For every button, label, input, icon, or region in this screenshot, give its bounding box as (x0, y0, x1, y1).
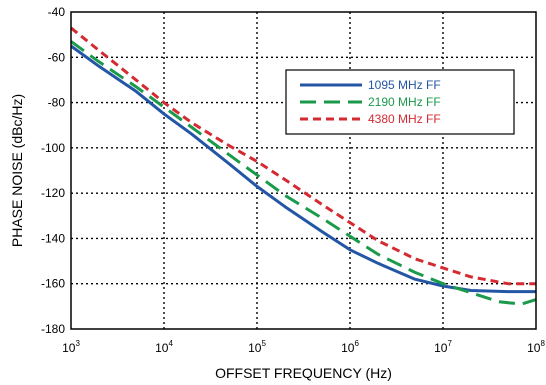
y-tick-label: -120 (41, 186, 65, 200)
y-tick-label: -80 (48, 96, 66, 110)
grid (71, 12, 536, 329)
y-tick-label: -180 (41, 322, 65, 336)
x-tick-label: 104 (155, 339, 173, 355)
series-lines (70, 26, 537, 306)
plot-frame (70, 11, 537, 330)
legend-label-1: 1095 MHz FF (368, 78, 441, 92)
x-tick-label: 105 (248, 339, 266, 355)
legend-label-2: 2190 MHz FF (368, 95, 441, 109)
legend: 1095 MHz FF 2190 MHz FF 4380 MHz FF (285, 69, 515, 135)
series-line-3 (70, 26, 536, 286)
y-tick-label: -60 (48, 50, 66, 64)
x-tick-label: 106 (341, 339, 359, 355)
x-tick-label: 108 (527, 339, 545, 355)
tick-labels: 103 104 105 106 107 108 -40 -60 -80 -100 -120 -140 -… (41, 5, 545, 355)
x-tick-label: 103 (62, 339, 80, 355)
y-tick-label: -100 (41, 141, 65, 155)
series-line-2 (70, 40, 537, 306)
y-tick-label: -140 (41, 231, 65, 245)
legend-label-3: 4380 MHz FF (368, 112, 441, 126)
x-tick-label: 107 (434, 339, 452, 355)
x-axis-title: OFFSET FREQUENCY (Hz) (215, 365, 392, 381)
y-axis-title: PHASE NOISE (dBc/Hz) (9, 94, 25, 247)
y-tick-label: -40 (48, 5, 66, 19)
y-tick-label: -160 (41, 277, 65, 291)
